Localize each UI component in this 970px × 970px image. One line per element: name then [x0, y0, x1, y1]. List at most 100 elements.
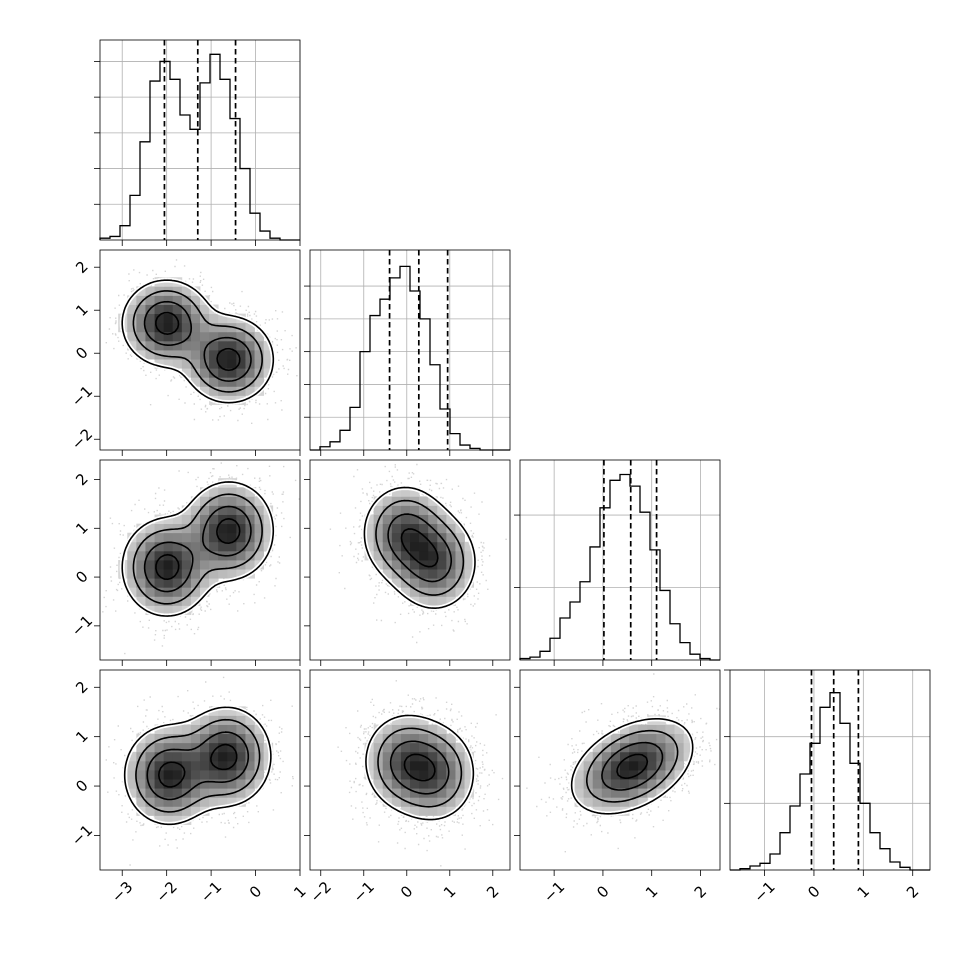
- density-cell: [209, 779, 219, 789]
- density-cell: [410, 487, 420, 497]
- density-cell: [181, 368, 192, 378]
- density-cell: [209, 569, 219, 579]
- density-cell: [227, 724, 237, 735]
- density-cell: [200, 514, 210, 525]
- density-cell: [127, 550, 137, 561]
- density-cell: [181, 751, 192, 762]
- density-cell: [236, 724, 246, 735]
- density-cell: [601, 770, 612, 780]
- density-cell: [464, 560, 475, 570]
- density-cell: [245, 331, 255, 342]
- density-cell: [227, 706, 237, 716]
- density-cell: [236, 386, 246, 396]
- density-cell: [218, 569, 228, 579]
- density-cell: [145, 797, 155, 807]
- panel-frame: [729, 669, 931, 871]
- density-cell: [181, 550, 192, 561]
- density-cell: [145, 788, 155, 798]
- density-cell: [200, 751, 210, 762]
- density-cell: [145, 596, 155, 606]
- density-cell: [382, 514, 393, 525]
- density-cell: [391, 487, 402, 497]
- density-cell: [154, 304, 165, 315]
- density-cell: [227, 340, 237, 351]
- histogram-panel-0: [94, 39, 301, 241]
- density-cell: [145, 569, 155, 579]
- pair-plot-area: [337, 680, 504, 867]
- density-cell: [674, 742, 685, 753]
- density-cell: [218, 496, 228, 506]
- density-cell: [181, 304, 192, 315]
- density-cell: [200, 368, 210, 378]
- density-cell: [400, 751, 411, 762]
- density-cell: [437, 751, 447, 762]
- density-cell: [227, 313, 237, 324]
- density-cell: [154, 569, 165, 579]
- density-cell: [245, 322, 255, 333]
- density-cell: [464, 779, 475, 789]
- density-cell: [446, 569, 456, 579]
- density-cell: [200, 788, 210, 798]
- density-cell: [601, 806, 612, 816]
- density-cell: [683, 751, 694, 762]
- density-cell: [218, 514, 228, 525]
- density-cell: [154, 295, 165, 305]
- density-cell: [446, 751, 456, 762]
- density-cell: [263, 359, 274, 369]
- density-cell: [163, 322, 174, 333]
- density-cell: [592, 788, 603, 798]
- y-tick-label: −1: [68, 382, 96, 410]
- density-cell: [163, 532, 174, 543]
- density-cell: [245, 550, 255, 561]
- density-cell: [446, 806, 456, 816]
- density-cell: [583, 770, 594, 780]
- density-cell: [236, 779, 246, 789]
- density-cell: [190, 304, 201, 315]
- density-cell: [227, 368, 237, 378]
- density-cell: [172, 514, 183, 525]
- density-cell: [181, 806, 192, 816]
- density-cell: [127, 578, 137, 588]
- density-cell: [227, 751, 237, 762]
- density-cell: [172, 724, 183, 735]
- density-cell: [163, 350, 174, 360]
- pair-plot-area: [105, 259, 298, 424]
- density-cell: [190, 715, 201, 725]
- density-cell: [163, 760, 174, 771]
- density-cell: [209, 541, 219, 552]
- density-cell: [190, 295, 201, 305]
- density-cell: [382, 550, 393, 561]
- density-cell: [227, 523, 237, 534]
- density-cell: [200, 715, 210, 725]
- density-cell: [145, 550, 155, 561]
- density-cell: [610, 751, 621, 762]
- density-cell: [455, 569, 465, 579]
- density-cell: [437, 779, 447, 789]
- density-cell: [610, 760, 621, 771]
- density-cell: [145, 770, 155, 780]
- contour-line: [403, 753, 436, 782]
- density-cell: [172, 340, 183, 351]
- x-tick-label: 2: [483, 882, 502, 901]
- density-cell: [172, 742, 183, 753]
- density-cell: [254, 733, 265, 744]
- pair-plot-area: [526, 673, 720, 853]
- density-cell: [410, 751, 420, 762]
- density-cell: [163, 331, 174, 342]
- density-cell: [172, 331, 183, 342]
- density-cell: [647, 751, 657, 762]
- density-cell: [683, 733, 694, 744]
- density-cell: [446, 523, 456, 534]
- density-cell: [254, 350, 265, 360]
- density-cell: [172, 733, 183, 744]
- density-cell: [245, 733, 255, 744]
- density-cell: [437, 578, 447, 588]
- density-cell: [136, 322, 146, 333]
- density-cell: [446, 779, 456, 789]
- density-cell: [209, 797, 219, 807]
- pair-plot-area: [102, 462, 300, 655]
- density-cell: [601, 779, 612, 789]
- density-cell: [400, 788, 411, 798]
- density-cell: [145, 560, 155, 570]
- density-cell: [218, 706, 228, 716]
